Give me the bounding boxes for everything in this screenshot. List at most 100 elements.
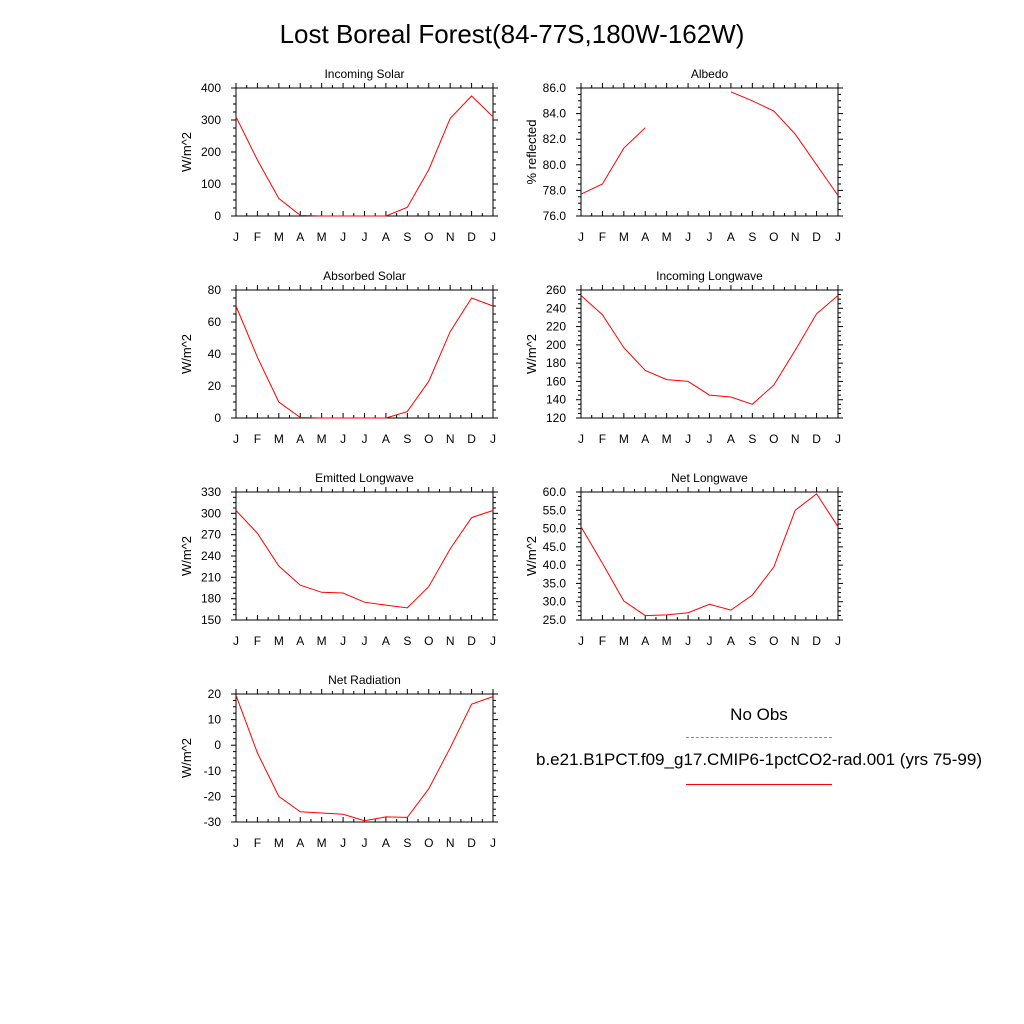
x-tick-label: J	[685, 230, 691, 244]
y-tick-label: 0	[214, 209, 221, 223]
x-tick-label: F	[599, 432, 606, 446]
x-tick-label: D	[467, 230, 476, 244]
y-axis-label: W/m^2	[179, 334, 194, 374]
x-tick-label: N	[446, 836, 455, 850]
panel-emitted-longwave: J F M A M J J A S O N D J150180210240270300330Emitte…	[179, 471, 498, 648]
series-line	[580, 127, 646, 195]
panel-net-longwave: J F M A M J J A S O N D J25.030.035.040.045.050.055.…	[524, 471, 843, 648]
x-tick-label: J	[707, 634, 713, 648]
y-tick-label: 240	[546, 301, 566, 315]
y-tick-label: 45.0	[543, 540, 567, 554]
y-tick-label: 80	[208, 283, 222, 297]
x-tick-label: N	[791, 634, 800, 648]
series-line	[580, 493, 839, 617]
plot-frame	[580, 491, 839, 621]
x-tick-label: F	[254, 836, 261, 850]
y-tick-label: 20	[208, 687, 222, 701]
plot-frame	[580, 289, 839, 419]
x-tick-label: M	[317, 634, 327, 648]
y-tick-label: 30.0	[543, 595, 567, 609]
x-tick-label: J	[835, 634, 841, 648]
panel-title: Incoming Solar	[324, 67, 404, 81]
page-title: Lost Boreal Forest(84-77S,180W-162W)	[279, 19, 745, 49]
x-tick-label: F	[599, 230, 606, 244]
x-tick-label: S	[748, 634, 756, 648]
x-tick-label: M	[274, 432, 284, 446]
x-tick-label: J	[490, 230, 496, 244]
x-tick-label: S	[748, 230, 756, 244]
x-tick-label: J	[490, 836, 496, 850]
y-axis-label: % reflected	[524, 119, 539, 184]
x-tick-label: O	[424, 836, 433, 850]
x-tick-label: F	[599, 634, 606, 648]
y-tick-label: -20	[204, 789, 222, 803]
x-tick-label: A	[641, 432, 649, 446]
x-tick-label: M	[317, 836, 327, 850]
y-tick-label: 84.0	[543, 107, 567, 121]
y-tick-label: 200	[201, 145, 221, 159]
x-tick-label: M	[619, 230, 629, 244]
y-tick-label: 270	[201, 528, 221, 542]
x-tick-label: J	[707, 230, 713, 244]
x-tick-label: F	[254, 634, 261, 648]
y-tick-label: 180	[546, 356, 566, 370]
x-tick-label: F	[254, 230, 261, 244]
x-tick-label: O	[424, 634, 433, 648]
x-tick-label: J	[490, 432, 496, 446]
x-tick-label: S	[403, 836, 411, 850]
x-tick-label: N	[791, 432, 800, 446]
panel-title: Albedo	[691, 67, 729, 81]
x-tick-label: J	[340, 836, 346, 850]
x-tick-label: J	[490, 634, 496, 648]
x-tick-label: D	[812, 432, 821, 446]
series-line	[235, 95, 494, 217]
series-line	[730, 91, 839, 196]
y-tick-label: 120	[546, 411, 566, 425]
x-tick-label: M	[662, 432, 672, 446]
x-tick-label: J	[340, 230, 346, 244]
x-tick-label: J	[685, 634, 691, 648]
y-tick-label: 400	[201, 81, 221, 95]
x-tick-label: J	[233, 836, 239, 850]
x-tick-label: A	[382, 634, 390, 648]
series-line	[235, 695, 494, 822]
x-tick-label: A	[382, 230, 390, 244]
x-tick-label: J	[685, 432, 691, 446]
plot-frame	[580, 87, 839, 217]
legend-label-obs: No Obs	[730, 705, 788, 724]
y-axis-label: W/m^2	[524, 334, 539, 374]
y-tick-label: 60	[208, 315, 222, 329]
x-tick-label: A	[296, 836, 304, 850]
y-tick-label: 100	[201, 177, 221, 191]
x-tick-label: A	[727, 432, 735, 446]
x-tick-label: S	[748, 432, 756, 446]
y-tick-label: 35.0	[543, 576, 567, 590]
x-tick-label: N	[446, 432, 455, 446]
x-tick-label: S	[403, 634, 411, 648]
y-tick-label: 50.0	[543, 522, 567, 536]
y-axis-label: W/m^2	[524, 536, 539, 576]
x-tick-label: O	[769, 432, 778, 446]
y-tick-label: 10	[208, 713, 222, 727]
x-tick-label: D	[467, 836, 476, 850]
x-tick-label: N	[446, 634, 455, 648]
y-axis-label: W/m^2	[179, 132, 194, 172]
x-tick-label: J	[233, 230, 239, 244]
x-tick-label: J	[835, 230, 841, 244]
x-tick-label: D	[812, 634, 821, 648]
y-tick-label: 76.0	[543, 209, 567, 223]
panel-title: Net Radiation	[328, 673, 401, 687]
panel-title: Incoming Longwave	[656, 269, 763, 283]
y-tick-label: 20	[208, 379, 222, 393]
y-tick-label: 260	[546, 283, 566, 297]
x-tick-label: M	[662, 230, 672, 244]
x-tick-label: O	[424, 432, 433, 446]
x-tick-label: J	[362, 634, 368, 648]
x-tick-label: O	[769, 634, 778, 648]
y-tick-label: 78.0	[543, 183, 567, 197]
x-tick-label: D	[467, 634, 476, 648]
